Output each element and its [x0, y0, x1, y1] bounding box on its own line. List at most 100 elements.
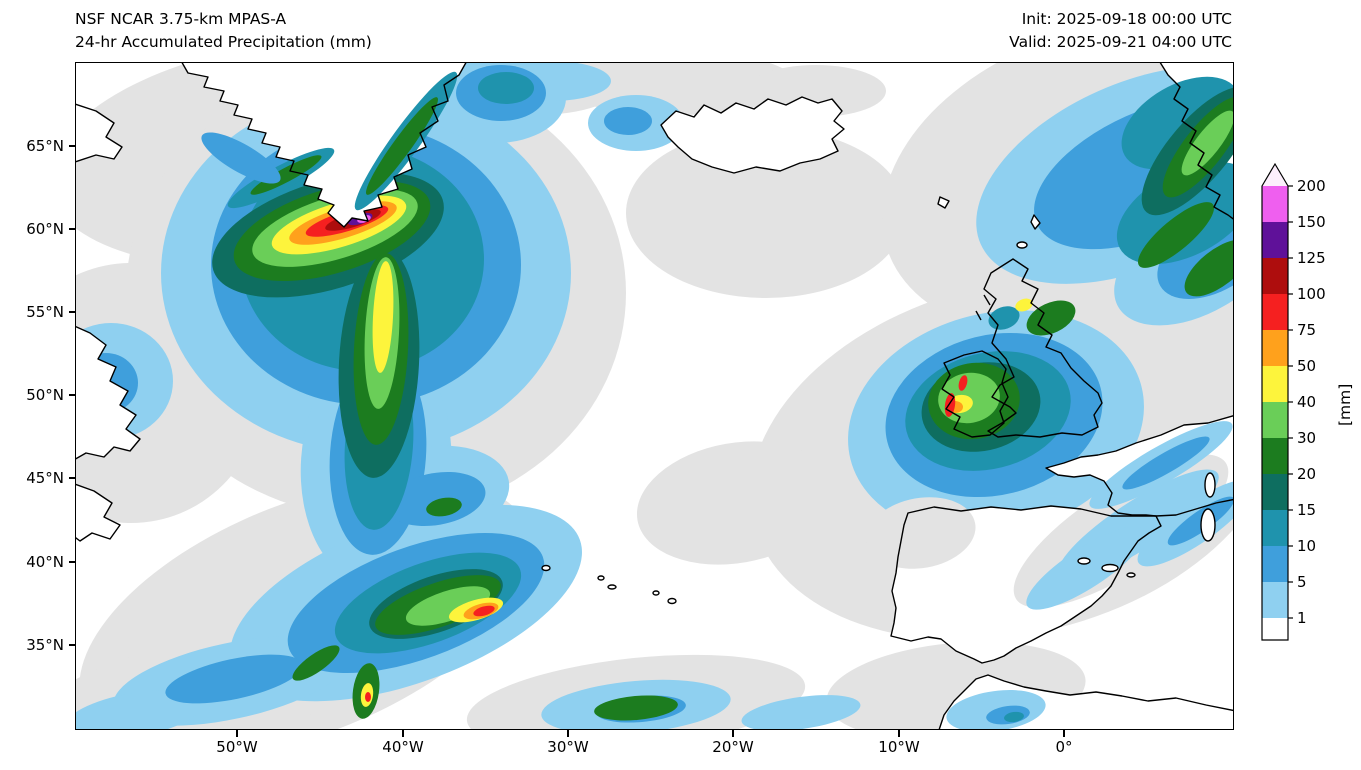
precip-region-20mm — [594, 695, 678, 721]
precip-region-75mm — [365, 692, 371, 702]
lon-tick-label: 40°W — [382, 738, 424, 756]
lat-tick-label: 65°N — [26, 137, 64, 155]
lon-tick-mark — [402, 730, 404, 737]
precip-region-10mm — [478, 72, 534, 104]
colorbar: 200 150 125 100 75 50 40 30 20 15 10 5 1 — [1261, 162, 1326, 641]
model-title: NSF NCAR 3.75-km MPAS-A — [75, 10, 287, 28]
product-title: 24-hr Accumulated Precipitation (mm) — [75, 33, 372, 51]
shetland-coastline — [1030, 214, 1041, 230]
colorbar-cell-30 — [1262, 402, 1288, 438]
colorbar-tick-label: 200 — [1297, 177, 1326, 195]
lat-tick-mark — [69, 561, 76, 563]
precip-region-10mm — [1004, 711, 1024, 723]
lon-tick-mark — [1063, 730, 1065, 737]
colorbar-outline — [1261, 162, 1289, 641]
colorbar-under-cell — [1262, 618, 1288, 640]
lon-tick-mark — [567, 730, 569, 737]
precip-region-tracemm — [866, 497, 976, 569]
colorbar-tick-label: 1 — [1297, 609, 1307, 627]
lon-tick-label: 0° — [1055, 738, 1073, 756]
lat-tick-mark — [69, 145, 76, 147]
colorbar-tick-label: 125 — [1297, 249, 1326, 267]
hebrides-coastline — [975, 294, 991, 321]
colorbar-cell-100 — [1262, 258, 1288, 294]
precip-region-1mm — [1026, 526, 1146, 610]
lon-tick-label: 50°W — [216, 738, 258, 756]
figure-title-block: NSF NCAR 3.75-km MPAS-A 24-hr Accumulate… — [75, 8, 372, 54]
precip-region-5mm — [165, 654, 303, 704]
colorbar-cell-75 — [1262, 294, 1288, 330]
balearic-island-2 — [1101, 563, 1119, 573]
lat-tick-mark — [69, 644, 76, 646]
colorbar-tick-label: 30 — [1297, 429, 1316, 447]
azores-island-1 — [541, 564, 551, 572]
colorbar-cell-15 — [1262, 474, 1288, 510]
corsica-coastline — [1204, 472, 1216, 498]
balearic-island-3 — [1126, 572, 1136, 578]
lat-tick-label: 60°N — [26, 220, 64, 238]
precip-region-5mm — [604, 107, 652, 135]
map-svg — [76, 63, 1233, 729]
colorbar-cell-50 — [1262, 330, 1288, 366]
precip-region-30mm — [405, 586, 491, 626]
colorbar-tick-label: 15 — [1297, 501, 1316, 519]
colorbar-cell-5 — [1262, 546, 1288, 582]
lat-tick-mark — [69, 477, 76, 479]
colorbar-tick-label: 20 — [1297, 465, 1316, 483]
precip-region-20mm — [365, 97, 439, 195]
lat-tick-label: 55°N — [26, 303, 64, 321]
figure-time-block: Init: 2025-09-18 00:00 UTC Valid: 2025-0… — [832, 8, 1232, 54]
orkney-coastline — [1016, 241, 1028, 249]
lat-tick-mark — [69, 394, 76, 396]
lat-tick-label: 35°N — [26, 636, 64, 654]
colorbar-cell-1 — [1262, 582, 1288, 618]
lat-tick-mark — [69, 228, 76, 230]
precip-region-20mm — [250, 155, 322, 195]
lat-tick-mark — [69, 311, 76, 313]
colorbar-tick-label: 10 — [1297, 537, 1316, 555]
sardinia-coastline — [1200, 508, 1216, 542]
precip-overlay-layer — [201, 71, 1233, 729]
lat-tick-label: 40°N — [26, 553, 64, 571]
azores-island-3 — [607, 584, 617, 590]
precip-region-5mm — [386, 471, 486, 527]
precip-region-5mm — [201, 132, 281, 184]
colorbar-tick-label: 75 — [1297, 321, 1316, 339]
lat-tick-label: 45°N — [26, 469, 64, 487]
colorbar-cell-125 — [1262, 222, 1288, 258]
precip-region-30mm — [1181, 110, 1233, 176]
colorbar-tick-label: 5 — [1297, 573, 1307, 591]
precip-region-20mm — [426, 497, 462, 517]
precip-region-40mm — [1015, 298, 1033, 312]
lon-tick-label: 30°W — [547, 738, 589, 756]
azores-island-2 — [597, 575, 605, 581]
init-time-label: Init: 2025-09-18 00:00 UTC — [1021, 10, 1232, 28]
precip-region-1mm — [741, 695, 861, 729]
precip-region-75mm — [473, 605, 495, 617]
valid-time-label: Valid: 2025-09-21 04:00 UTC — [1009, 33, 1232, 51]
coastline-layer — [76, 63, 1233, 729]
colorbar-tick-label: 150 — [1297, 213, 1326, 231]
map-canvas — [75, 62, 1234, 730]
balearic-island-1 — [1077, 557, 1091, 565]
colorbar-tick-label: 100 — [1297, 285, 1326, 303]
colorbar-tick-label: 50 — [1297, 357, 1316, 375]
precip-region-tracemm — [636, 441, 836, 565]
precip-region-tracemm — [626, 128, 906, 298]
precip-region-40mm — [372, 261, 394, 373]
faroe-islands-coastline — [937, 196, 950, 209]
lon-tick-label: 20°W — [712, 738, 754, 756]
colorbar-tick-label: 40 — [1297, 393, 1316, 411]
colorbar-cell-20 — [1262, 438, 1288, 474]
lon-tick-mark — [732, 730, 734, 737]
azores-island-4 — [652, 590, 660, 596]
lat-tick-label: 50°N — [26, 386, 64, 404]
precip-region-tracemm — [1108, 298, 1233, 428]
precip-region-75mm — [958, 375, 968, 391]
colorbar-cell-10 — [1262, 510, 1288, 546]
azores-island-5 — [667, 597, 677, 605]
precip-region-20mm — [1184, 239, 1233, 297]
precip-region-20mm — [1137, 202, 1215, 268]
lon-tick-label: 10°W — [878, 738, 920, 756]
